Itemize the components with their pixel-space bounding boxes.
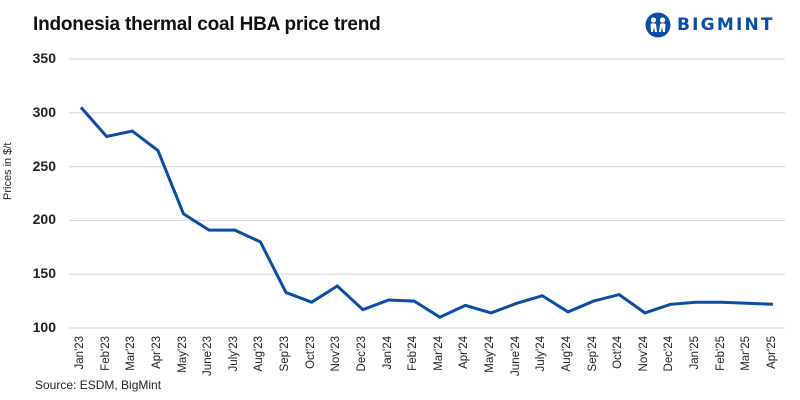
y-tick-label: 100 bbox=[32, 319, 56, 335]
price-line-series bbox=[79, 106, 774, 319]
brand-logo: BIGMINT bbox=[645, 12, 775, 38]
y-tick-label: 200 bbox=[32, 211, 56, 228]
chart-title: Indonesia thermal coal HBA price trend bbox=[33, 14, 381, 35]
y-tick-label: 350 bbox=[32, 50, 56, 66]
y-tick-label: 150 bbox=[32, 265, 56, 282]
logo-text: BIGMINT bbox=[677, 15, 775, 35]
y-tick-label: 250 bbox=[32, 157, 56, 174]
bigmint-people-icon bbox=[645, 12, 671, 38]
y-tick-label: 300 bbox=[32, 103, 56, 120]
source-note: Source: ESDM, BigMint bbox=[35, 378, 162, 392]
